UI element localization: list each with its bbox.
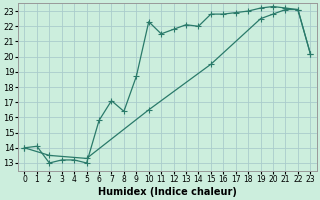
X-axis label: Humidex (Indice chaleur): Humidex (Indice chaleur)	[98, 187, 237, 197]
